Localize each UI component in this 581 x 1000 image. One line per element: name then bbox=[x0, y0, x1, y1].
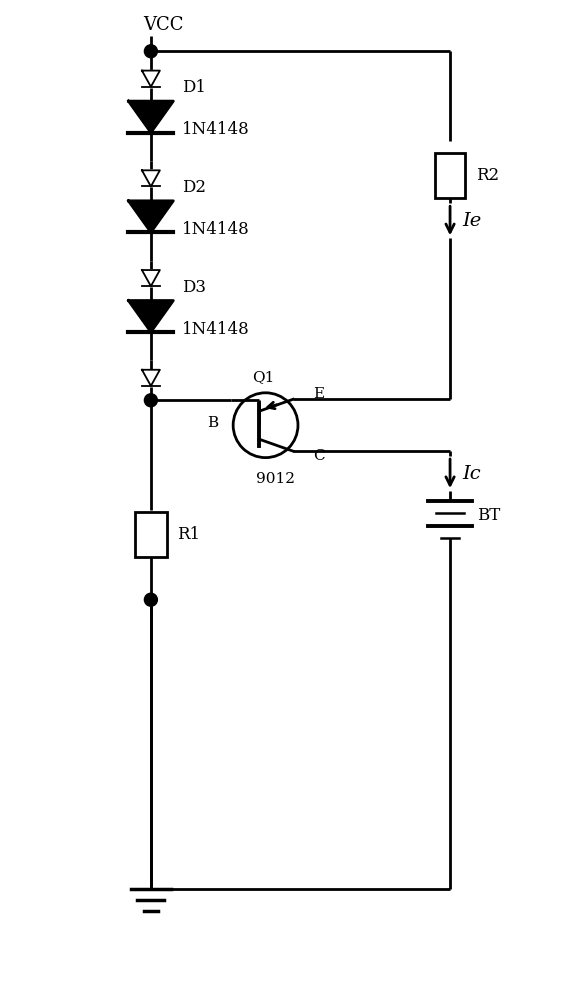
Text: D1: D1 bbox=[182, 79, 206, 96]
Text: R1: R1 bbox=[177, 526, 200, 543]
Polygon shape bbox=[128, 301, 173, 332]
Polygon shape bbox=[128, 101, 173, 133]
Text: E: E bbox=[313, 387, 324, 401]
Text: BT: BT bbox=[478, 507, 501, 524]
Text: R2: R2 bbox=[476, 167, 499, 184]
Polygon shape bbox=[142, 270, 160, 286]
Text: B: B bbox=[207, 416, 219, 430]
Circle shape bbox=[145, 593, 157, 606]
Text: D2: D2 bbox=[182, 179, 206, 196]
Polygon shape bbox=[142, 170, 160, 186]
Text: 9012: 9012 bbox=[256, 472, 295, 486]
Polygon shape bbox=[142, 71, 160, 87]
Circle shape bbox=[145, 45, 157, 58]
Text: Q1: Q1 bbox=[252, 370, 274, 384]
Text: VCC: VCC bbox=[144, 16, 184, 34]
Polygon shape bbox=[142, 370, 160, 386]
Bar bbox=[135, 512, 167, 557]
Text: D3: D3 bbox=[182, 279, 206, 296]
Text: Ic: Ic bbox=[462, 465, 481, 483]
Text: 1N4148: 1N4148 bbox=[182, 121, 250, 138]
Text: 1N4148: 1N4148 bbox=[182, 320, 250, 338]
Polygon shape bbox=[128, 201, 173, 232]
Text: C: C bbox=[313, 449, 325, 463]
Bar bbox=[435, 153, 465, 198]
Text: 1N4148: 1N4148 bbox=[182, 221, 250, 238]
Text: Ie: Ie bbox=[462, 212, 482, 230]
Circle shape bbox=[145, 394, 157, 407]
